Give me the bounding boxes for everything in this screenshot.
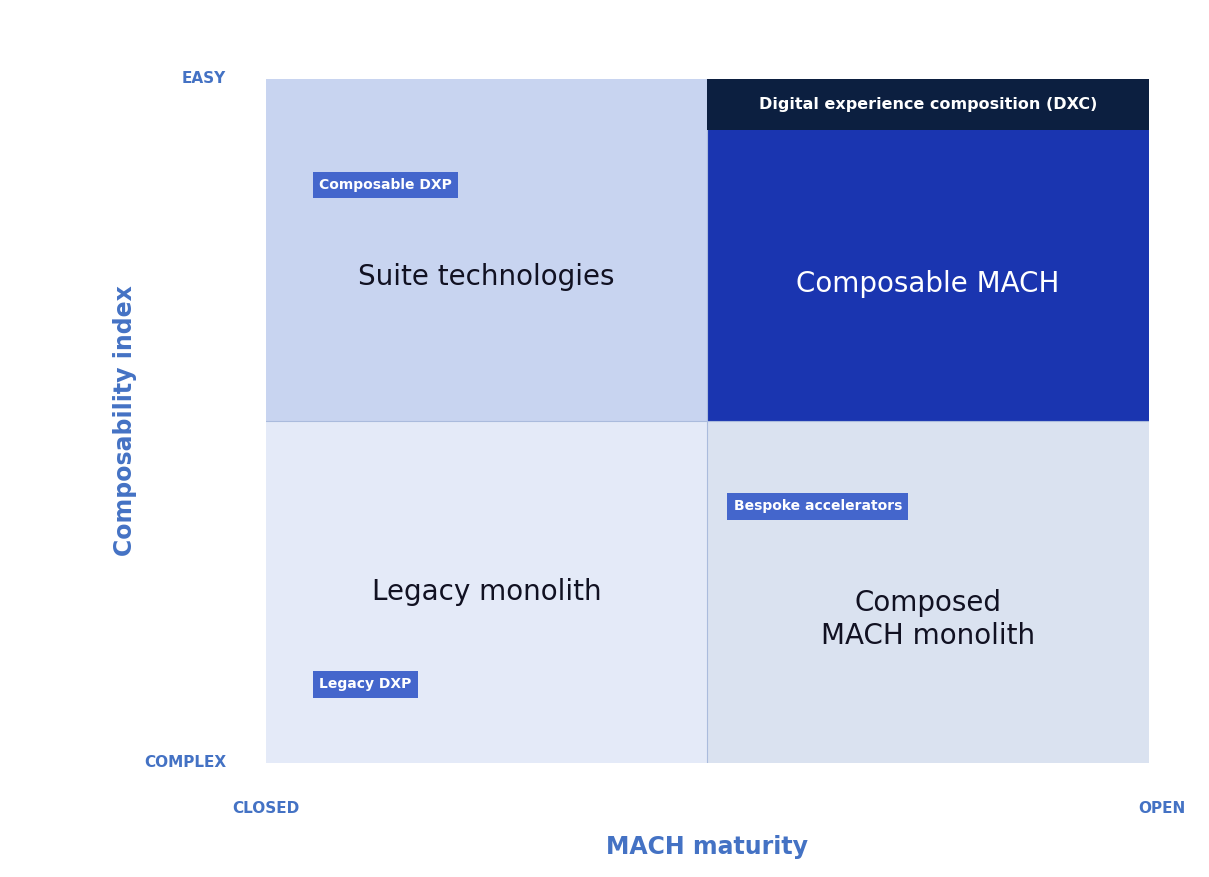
- Bar: [707, 421, 1149, 763]
- Text: Legacy DXP: Legacy DXP: [319, 677, 411, 691]
- Text: COMPLEX: COMPLEX: [144, 755, 226, 771]
- Text: Composed
MACH monolith: Composed MACH monolith: [821, 589, 1035, 650]
- Text: Composable DXP: Composable DXP: [319, 178, 452, 192]
- Bar: [266, 421, 707, 763]
- Bar: [266, 79, 707, 421]
- Text: Suite technologies: Suite technologies: [358, 263, 615, 291]
- Text: EASY: EASY: [183, 71, 226, 87]
- Text: Composability index: Composability index: [112, 286, 137, 556]
- Text: Digital experience composition (DXC): Digital experience composition (DXC): [759, 97, 1097, 112]
- Bar: [707, 79, 1149, 130]
- Text: CLOSED: CLOSED: [232, 801, 300, 816]
- Bar: [707, 79, 1149, 421]
- Text: Composable MACH: Composable MACH: [797, 270, 1059, 298]
- Text: Bespoke accelerators: Bespoke accelerators: [734, 500, 902, 513]
- Text: MACH maturity: MACH maturity: [606, 835, 809, 859]
- Text: OPEN: OPEN: [1138, 801, 1185, 816]
- Text: Legacy monolith: Legacy monolith: [372, 578, 601, 606]
